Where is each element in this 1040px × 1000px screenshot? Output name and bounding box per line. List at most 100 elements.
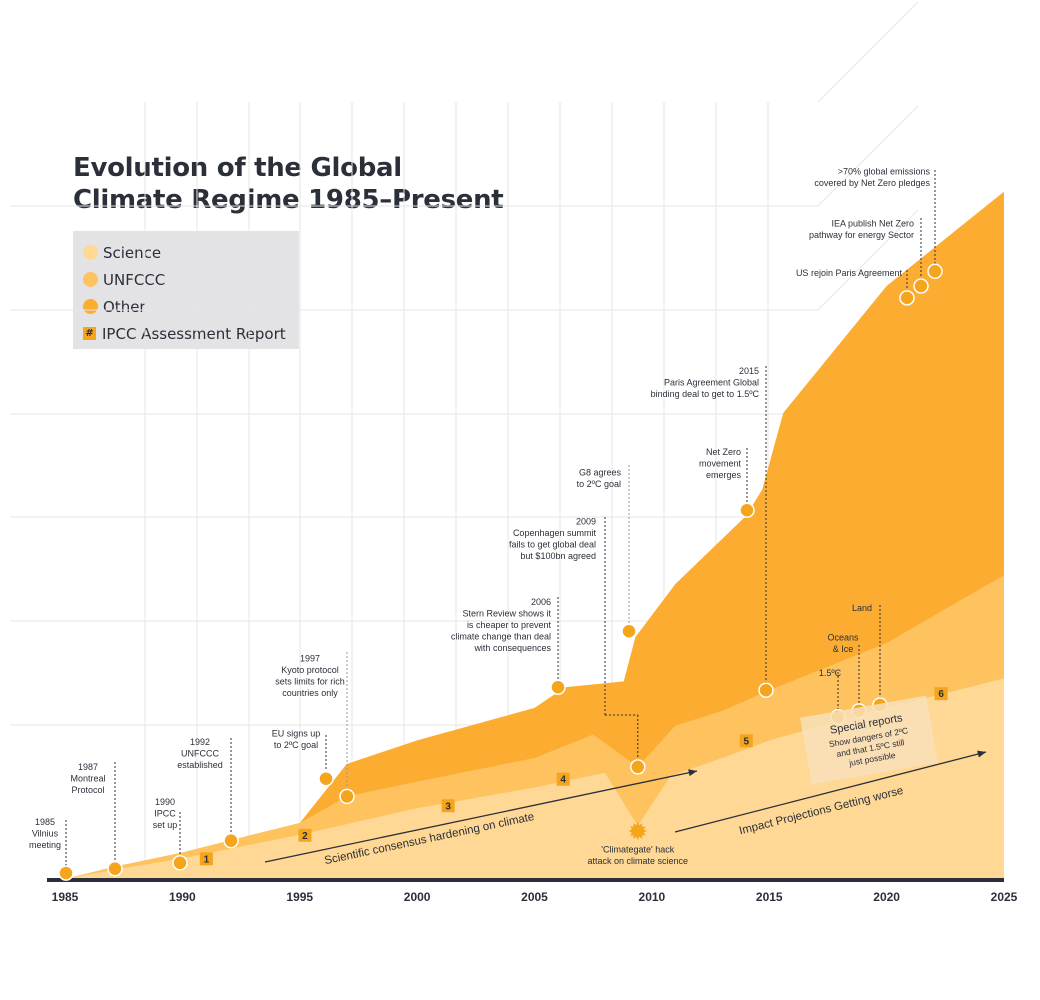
event-marker (758, 682, 774, 698)
event-label-12-line-0: Oceans (827, 633, 859, 643)
event-marker (339, 788, 355, 805)
event-marker (107, 860, 123, 877)
event-label-9-line-0: Net Zero (706, 447, 741, 457)
ipcc-report-number-4: 4 (560, 775, 566, 786)
x-tick-label-2010: 2010 (639, 890, 666, 904)
grid-perspective-line (817, 1, 919, 103)
event-marker (58, 865, 74, 881)
event-label-9-line-1: movement (699, 459, 742, 469)
event-label-0-line-0: 1985 (35, 817, 55, 827)
event-label-2-line-2: set up (153, 820, 178, 830)
climategate-burst-icon (628, 822, 647, 840)
ipcc-report-marker (298, 828, 312, 842)
event-marker (927, 263, 943, 280)
chart-title-line-1: Evolution of the Global (73, 153, 402, 183)
grid-perspective-line (817, 105, 919, 207)
event-label-3-line-2: established (177, 760, 223, 770)
ipcc-report-marker (934, 687, 948, 701)
x-tick-label-2025: 2025 (991, 890, 1018, 904)
legend-item-unfccc: UNFCCC (83, 266, 299, 293)
event-label-5-line-3: countries only (282, 688, 338, 698)
event-label-6-line-3: climate change than deal (451, 632, 551, 642)
event-label-8-line-1: to 2ºC goal (577, 479, 621, 489)
event-label-5-line-0: 1997 (300, 654, 320, 664)
event-label-11-line-0: 1.5ºC (819, 668, 842, 678)
event-label-0-line-1: Vilnius (32, 829, 59, 839)
event-marker (172, 855, 188, 871)
event-label-4-line-0: EU signs up (272, 729, 321, 739)
legend-label-science: Science (103, 243, 162, 262)
x-tick-label-2020: 2020 (873, 890, 900, 904)
event-label-2-line-1: IPCC (154, 809, 176, 819)
event-label-7-line-3: but $100bn agreed (520, 551, 596, 561)
event-label-5-line-2: sets limits for rich (275, 677, 345, 687)
area-science (65, 678, 1004, 879)
impact-arrow (674, 751, 987, 833)
event-label-13-line-0: Land (852, 603, 872, 613)
legend-label-unfccc: UNFCCC (103, 270, 166, 289)
x-tick-label-2015: 2015 (756, 890, 783, 904)
grid-perspective-line (817, 209, 919, 311)
event-label-10-line-1: Paris Agreement Global (664, 378, 759, 388)
legend-item-science: Science (83, 239, 299, 266)
event-label-7-line-1: Copenhagen summit (513, 528, 597, 538)
legend-label-ipcc: IPCC Assessment Report (102, 324, 286, 343)
event-label-12-line-1: & Ice (833, 644, 854, 654)
x-tick-label-2005: 2005 (521, 890, 548, 904)
ipcc-report-marker (556, 772, 570, 786)
event-label-16-line-0: >70% global emissions (838, 167, 931, 177)
event-label-16-line-1: covered by Net Zero pledges (814, 178, 930, 188)
event-label-14-line-0: US rejoin Paris Agreement (796, 268, 903, 278)
ipcc-report-number-1: 1 (204, 854, 210, 865)
science-swatch-icon (83, 245, 98, 260)
event-marker (739, 502, 755, 518)
event-label-6-line-2: is cheaper to prevent (467, 620, 552, 630)
climategate-label-line-0: 'Climategate' hack (601, 845, 674, 855)
event-label-1-line-0: 1987 (78, 762, 98, 772)
event-label-10-line-2: binding deal to get to 1.5ºC (651, 389, 760, 399)
impact-arrow-head (977, 750, 986, 758)
event-marker (550, 679, 566, 695)
x-tick-label-1990: 1990 (169, 890, 196, 904)
ipcc-report-marker (199, 852, 213, 866)
legend-label-other: Other (103, 297, 146, 316)
ipcc-report-number-6: 6 (938, 689, 944, 700)
event-marker (223, 832, 239, 849)
event-label-1-line-2: Protocol (71, 785, 104, 795)
ipcc-report-marker (739, 734, 753, 748)
ipcc-report-marker (441, 799, 455, 813)
event-label-5-line-1: Kyoto protocol (281, 665, 339, 675)
event-label-4-line-1: to 2ºC goal (274, 740, 318, 750)
event-label-8-line-0: G8 agrees (579, 468, 622, 478)
event-marker (630, 759, 646, 775)
x-tick-label-1995: 1995 (286, 890, 313, 904)
consensus-arrow-head (688, 769, 697, 777)
unfccc-swatch-icon (83, 272, 98, 287)
ipcc-report-icon: # (83, 327, 96, 340)
event-label-3-line-1: UNFCCC (181, 749, 219, 759)
event-label-6-line-0: 2006 (531, 597, 551, 607)
ipcc-report-number-3: 3 (445, 801, 451, 812)
event-label-15-line-0: IEA publish Net Zero (831, 219, 914, 229)
ipcc-report-number-2: 2 (302, 831, 308, 842)
event-label-3-line-0: 1992 (190, 737, 210, 747)
event-marker (913, 278, 929, 294)
event-label-2-line-0: 1990 (155, 797, 175, 807)
event-label-6-line-4: with consequences (473, 643, 551, 653)
legend: Science UNFCCC Other # IPCC Assessment R… (73, 231, 299, 349)
event-marker (621, 623, 637, 639)
event-label-10-line-0: 2015 (739, 366, 759, 376)
special-reports-box (800, 695, 938, 785)
event-label-1-line-1: Montreal (70, 774, 105, 784)
event-marker (318, 770, 334, 787)
event-label-15-line-1: pathway for energy Sector (809, 230, 914, 240)
event-marker (899, 290, 915, 306)
ipcc-report-number-5: 5 (743, 736, 749, 747)
x-tick-label-2000: 2000 (404, 890, 431, 904)
event-label-7-line-0: 2009 (576, 517, 596, 527)
event-label-9-line-2: emerges (706, 470, 742, 480)
event-label-6-line-1: Stern Review shows it (462, 609, 551, 619)
x-tick-label-1985: 1985 (52, 890, 79, 904)
climategate-label-line-1: attack on climate science (588, 856, 689, 866)
